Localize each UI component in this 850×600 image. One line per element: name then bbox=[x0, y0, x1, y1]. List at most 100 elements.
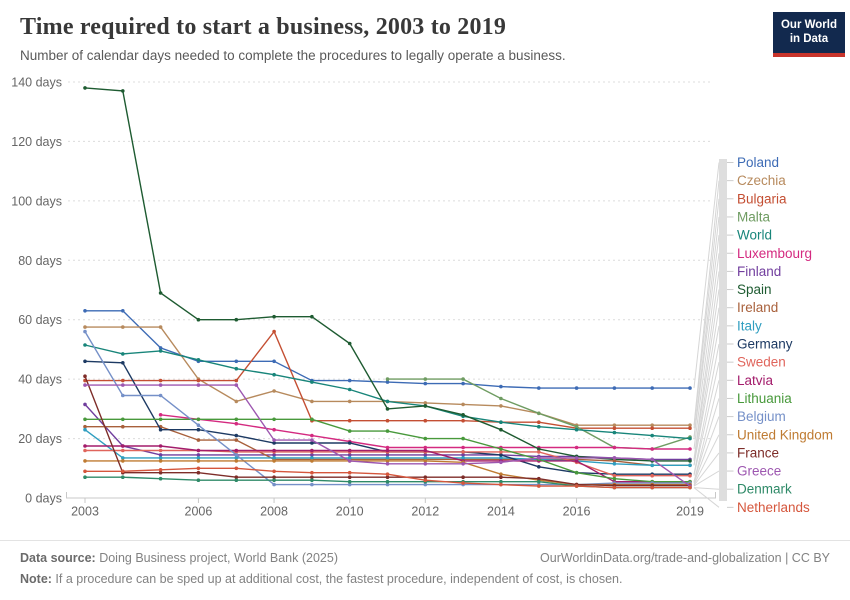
data-point-luxembourg bbox=[688, 447, 692, 451]
legend-item-ireland[interactable]: Ireland bbox=[737, 300, 778, 315]
legend-item-spain[interactable]: Spain bbox=[737, 282, 772, 297]
data-point-latvia bbox=[158, 444, 163, 448]
legend-connector bbox=[693, 452, 720, 486]
data-point-finland bbox=[158, 453, 163, 457]
data-point-czechia bbox=[650, 423, 654, 428]
legend-item-greece[interactable]: Greece bbox=[737, 464, 781, 479]
note-label: Note: bbox=[20, 572, 52, 586]
data-point-belgium bbox=[234, 453, 239, 457]
data-point-united-kingdom bbox=[121, 459, 125, 463]
data-point-poland bbox=[83, 309, 87, 313]
legend-item-world[interactable]: World bbox=[737, 228, 772, 243]
data-point-spain bbox=[499, 427, 503, 432]
legend-item-malta[interactable]: Malta bbox=[737, 209, 771, 224]
legend-item-italy[interactable]: Italy bbox=[737, 318, 762, 333]
data-point-spain bbox=[272, 314, 276, 319]
data-point-world bbox=[196, 358, 201, 362]
owid-logo[interactable]: Our World in Data bbox=[772, 12, 845, 57]
legend-connector bbox=[693, 289, 720, 461]
legend-item-united-kingdom[interactable]: United Kingdom bbox=[737, 427, 833, 442]
data-point-czechia bbox=[499, 404, 503, 408]
data-point-germany bbox=[83, 359, 87, 364]
data-point-world bbox=[347, 387, 352, 392]
legend-connector bbox=[693, 470, 720, 487]
data-point-denmark bbox=[83, 475, 87, 480]
legend-connector bbox=[693, 271, 720, 460]
data-point-finland bbox=[310, 453, 314, 457]
data-point-lithuania bbox=[423, 436, 428, 441]
data-point-finland bbox=[385, 453, 390, 457]
data-point-netherlands bbox=[650, 485, 654, 490]
data-point-united-kingdom bbox=[423, 459, 428, 463]
series-line-poland[interactable] bbox=[85, 310, 690, 389]
data-point-united-kingdom bbox=[385, 459, 390, 463]
legend-item-luxembourg[interactable]: Luxembourg bbox=[737, 246, 812, 261]
data-point-italy bbox=[499, 456, 503, 460]
data-point-luxembourg bbox=[461, 445, 465, 450]
data-point-lithuania bbox=[272, 417, 276, 422]
data-point-world bbox=[310, 380, 314, 384]
legend-connector bbox=[693, 343, 720, 475]
data-point-czechia bbox=[272, 389, 276, 393]
data-point-belgium bbox=[310, 482, 314, 487]
legend-item-poland[interactable]: Poland bbox=[737, 155, 779, 170]
data-point-latvia bbox=[310, 448, 314, 453]
legend-item-germany[interactable]: Germany bbox=[737, 337, 793, 352]
data-point-netherlands bbox=[423, 478, 428, 483]
data-point-world bbox=[385, 399, 390, 404]
data-point-united-kingdom bbox=[499, 472, 503, 477]
data-point-spain bbox=[423, 404, 428, 408]
data-point-denmark bbox=[196, 478, 201, 483]
data-point-greece bbox=[196, 383, 201, 387]
data-point-greece bbox=[272, 438, 276, 442]
data-point-netherlands bbox=[196, 466, 201, 471]
legend-item-lithuania[interactable]: Lithuania bbox=[737, 391, 792, 406]
legend-alignment-bar[interactable] bbox=[719, 159, 727, 501]
data-point-finland bbox=[423, 453, 428, 457]
chart-note: Note: If a procedure can be sped up at a… bbox=[20, 572, 830, 586]
data-point-greece bbox=[121, 383, 125, 387]
data-point-lithuania bbox=[385, 429, 390, 433]
data-source-label: Data source: bbox=[20, 551, 96, 565]
series-line-spain[interactable] bbox=[84, 87, 690, 462]
data-point-italy bbox=[196, 456, 201, 460]
y-axis-tick-label: 60 days bbox=[18, 313, 62, 327]
data-point-sweden bbox=[612, 473, 617, 478]
data-point-poland bbox=[347, 378, 352, 383]
data-point-spain bbox=[234, 317, 239, 322]
data-point-poland bbox=[423, 381, 428, 386]
data-point-bulgaria bbox=[688, 426, 692, 431]
legend-item-sweden[interactable]: Sweden bbox=[737, 355, 786, 370]
data-point-spain bbox=[347, 341, 352, 346]
data-point-belgium bbox=[347, 482, 352, 487]
data-point-netherlands bbox=[310, 470, 314, 475]
data-point-bulgaria bbox=[461, 418, 465, 423]
legend-connector bbox=[693, 487, 720, 508]
data-point-finland bbox=[461, 453, 465, 457]
legend-item-bulgaria[interactable]: Bulgaria bbox=[737, 191, 787, 206]
legend-item-denmark[interactable]: Denmark bbox=[737, 482, 792, 497]
attribution: OurWorldinData.org/trade-and-globalizati… bbox=[540, 551, 830, 565]
data-point-denmark bbox=[347, 479, 352, 484]
data-point-ireland bbox=[196, 438, 201, 442]
data-point-netherlands bbox=[83, 469, 87, 474]
note-text: If a procedure can be sped up at additio… bbox=[51, 572, 623, 586]
data-point-poland bbox=[499, 384, 503, 389]
legend-item-belgium[interactable]: Belgium bbox=[737, 409, 786, 424]
data-point-netherlands bbox=[537, 484, 541, 488]
data-point-bulgaria bbox=[121, 378, 125, 383]
data-point-luxembourg bbox=[423, 445, 428, 450]
cc-by-license-link[interactable]: CC BY bbox=[791, 551, 830, 565]
data-point-france bbox=[83, 374, 87, 379]
legend-item-czechia[interactable]: Czechia bbox=[737, 173, 786, 188]
legend-item-finland[interactable]: Finland bbox=[737, 264, 781, 279]
legend-item-france[interactable]: France bbox=[737, 445, 779, 460]
legend-item-latvia[interactable]: Latvia bbox=[737, 373, 774, 388]
owid-url-link[interactable]: OurWorldinData.org/trade-and-globalizati… bbox=[540, 551, 782, 565]
data-point-malta bbox=[423, 377, 428, 381]
data-point-greece bbox=[612, 456, 617, 460]
data-point-sweden bbox=[650, 473, 654, 478]
data-point-lithuania bbox=[121, 417, 125, 422]
legend-item-netherlands[interactable]: Netherlands bbox=[737, 500, 810, 515]
data-point-greece bbox=[461, 462, 465, 466]
